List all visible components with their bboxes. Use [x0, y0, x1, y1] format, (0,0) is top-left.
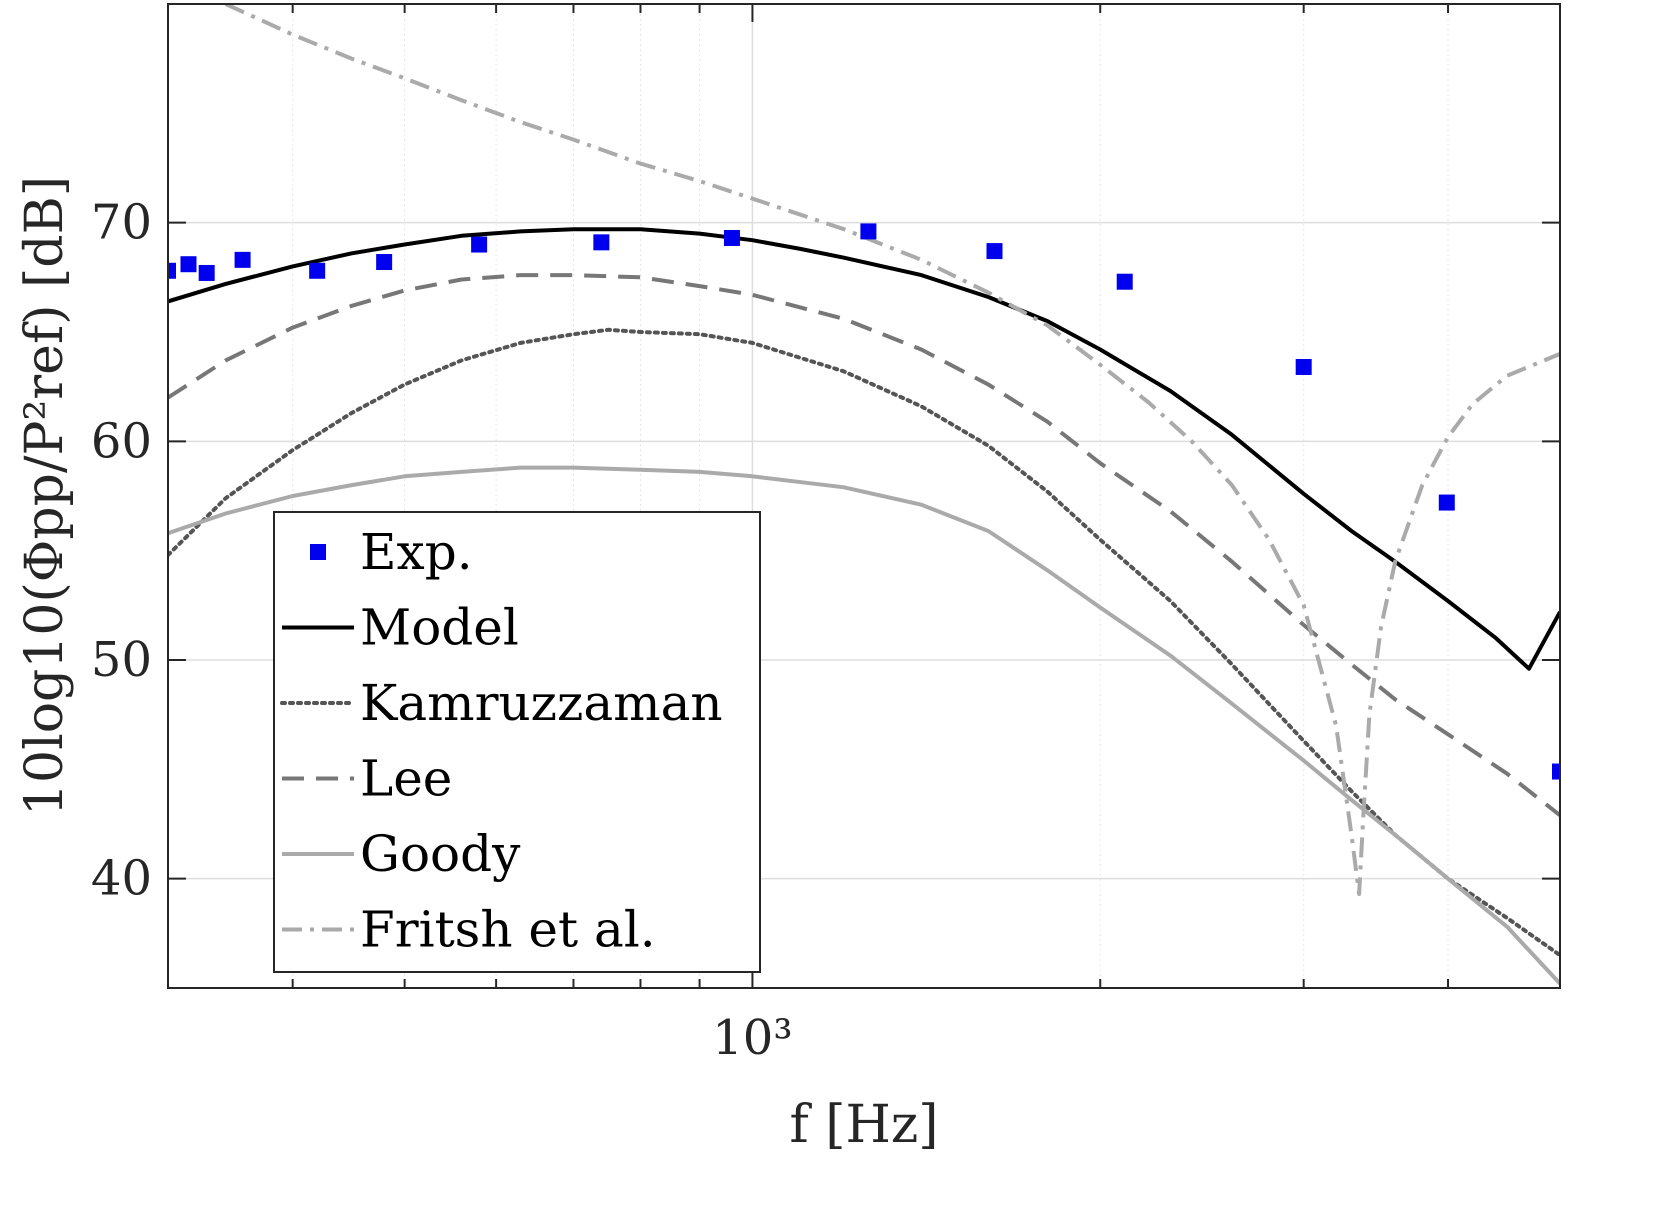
data-point-exp	[234, 251, 251, 268]
legend-label-kamruzzaman: Kamruzzaman	[360, 674, 723, 732]
data-point-exp	[168, 262, 176, 279]
data-point-exp	[723, 229, 740, 246]
data-point-exp	[1116, 273, 1133, 290]
legend-label-goody: Goody	[360, 825, 521, 883]
data-point-exp	[180, 256, 197, 273]
series-line-goody	[168, 465, 1560, 985]
legend-label-fritsh-et-al: Fritsh et al.	[360, 901, 656, 959]
x-tick-label: 10³	[712, 1010, 792, 1066]
legend-marker-exp	[310, 544, 326, 560]
data-point-exp	[471, 236, 488, 253]
legend-label-model: Model	[360, 599, 519, 657]
y-axis-label: 10log10(Φpp/P²ref) [dB]	[15, 176, 75, 816]
plot-area	[168, 4, 1560, 985]
ticks	[168, 4, 1560, 988]
y-tick-label: 40	[91, 851, 152, 907]
series-line-model	[168, 227, 1560, 671]
data-point-exp	[198, 264, 215, 281]
data-point-exp	[593, 234, 610, 251]
data-point-exp	[1552, 763, 1560, 780]
data-point-exp	[1295, 358, 1312, 375]
legend-label-lee: Lee	[360, 750, 452, 808]
legend-box	[273, 511, 761, 973]
axes-box	[167, 3, 1561, 989]
data-point-exp	[309, 262, 326, 279]
y-tick-label: 70	[91, 195, 152, 251]
legend-label-exp: Exp.	[360, 523, 473, 581]
data-point-exp	[1438, 494, 1455, 511]
data-point-exp	[860, 223, 877, 240]
y-tick-label: 60	[91, 413, 152, 469]
tick-labels: 40 50 60 70 10³	[91, 195, 793, 1066]
data-point-exp	[986, 243, 1003, 260]
x-axis-label: f [Hz]	[789, 1095, 938, 1155]
series-line-lee	[168, 273, 1560, 817]
series-line-kamruzzaman	[168, 327, 1560, 958]
series-line-fritsh-et-al	[224, 4, 1560, 896]
legend: Exp. Model Kamruzzaman Lee Goody Fritsh et al…	[273, 511, 761, 973]
y-tick-label: 50	[91, 632, 152, 688]
data-point-exp	[376, 254, 393, 271]
